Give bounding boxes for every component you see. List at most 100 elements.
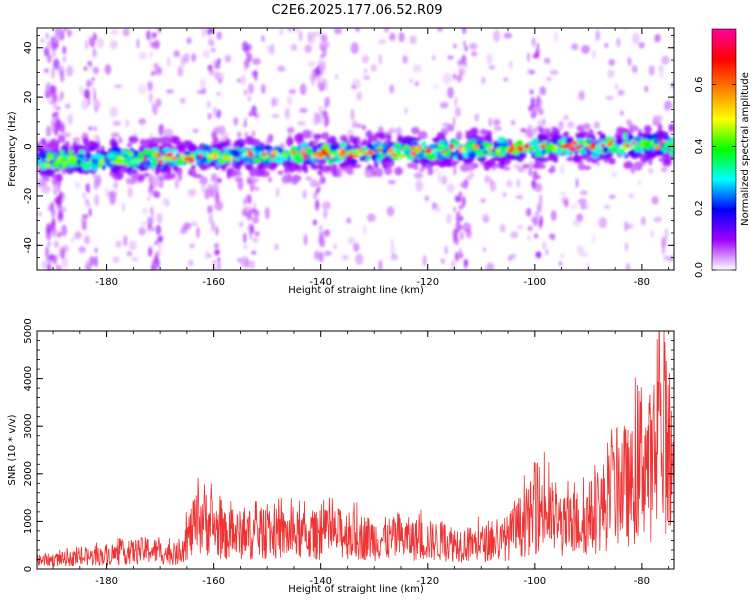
- spectrogram-cell: [304, 44, 313, 54]
- spectrogram-cell: [215, 189, 219, 200]
- spectrogram-cell: [238, 221, 244, 228]
- spectrogram-cell: [452, 228, 459, 241]
- spectrogram-cell: [468, 172, 475, 177]
- spectrogram-cell: [223, 152, 232, 156]
- spectrogram-cell: [39, 170, 48, 175]
- spectrogram-cell: [469, 127, 479, 135]
- spectrogram-cell: [570, 204, 579, 209]
- spectrogram-cell: [627, 56, 632, 66]
- spectrogram-cell: [246, 52, 253, 63]
- spectrogram-hotspot: [376, 148, 383, 151]
- spectrogram-cell: [432, 84, 439, 89]
- spectrogram-cell: [173, 50, 180, 58]
- spectrogram-cell: [436, 132, 446, 140]
- spectrogram-cell: [276, 157, 284, 164]
- spectrogram-cell: [493, 126, 502, 131]
- spectrogram-hotspot: [153, 152, 160, 157]
- spectrogram-cell: [121, 202, 126, 212]
- spectrogram-cell: [281, 175, 290, 184]
- colorbar: 0.0 0.2 0.4 0.6 Normalized spectral amplitu…: [694, 28, 750, 278]
- spectrogram-cell: [350, 42, 359, 54]
- spectrogram-cell: [265, 209, 270, 220]
- spectrogram-cell: [483, 160, 491, 171]
- spectrogram-cell: [89, 62, 92, 69]
- spectrogram-cell: [477, 150, 483, 158]
- spectrogram-hotspot: [625, 143, 630, 148]
- spectrogram-cell: [87, 81, 94, 86]
- spectrogram-cell: [149, 51, 153, 59]
- spectrogram-cell: [571, 43, 579, 51]
- spectrogram-hotspot: [198, 154, 203, 158]
- spectrogram-cell: [477, 140, 485, 144]
- spectrogram-cell: [459, 225, 463, 231]
- spectrogram-cell: [64, 103, 71, 109]
- spectrogram-cell: [258, 163, 265, 169]
- spectrogram-cell: [271, 157, 278, 162]
- spectrogram-cell: [497, 154, 506, 164]
- spectrogram-cell: [667, 255, 674, 262]
- spectrogram-cell: [415, 174, 423, 180]
- y-tick-label: -40: [23, 237, 34, 253]
- spectrogram-cell: [279, 28, 284, 36]
- spectrogram-cell: [417, 130, 428, 140]
- spectrogram-cell: [661, 148, 668, 152]
- spectrogram-cell: [483, 150, 488, 155]
- spectrogram-cell: [289, 45, 293, 51]
- spectrogram-cell: [156, 66, 163, 72]
- spectrogram-cell: [85, 183, 89, 190]
- spectrogram-cell: [317, 115, 324, 125]
- spectrogram-cell: [163, 173, 174, 180]
- spectrogram-cell: [390, 253, 398, 261]
- spectrogram-cell: [53, 185, 58, 196]
- spectrogram-cell: [63, 132, 71, 138]
- spectrogram-cell: [71, 236, 75, 244]
- spectrogram-cell: [88, 208, 92, 217]
- spectrogram-cell: [212, 106, 218, 118]
- spectrogram-cell: [104, 65, 112, 75]
- spectrogram-cell: [305, 176, 313, 181]
- spectrogram-cell: [534, 148, 543, 153]
- spectrogram-cell: [626, 119, 632, 126]
- spectrogram-cell: [640, 216, 646, 226]
- spectrogram-cell: [389, 84, 395, 94]
- spectrogram-cell: [88, 35, 93, 43]
- spectrogram-cell: [46, 142, 55, 151]
- x-tick-label: -100: [523, 576, 546, 587]
- spectrogram-cell: [367, 213, 376, 222]
- spectrogram-cell: [93, 99, 101, 110]
- spectrogram-cell: [54, 32, 61, 43]
- x-tick-label: -100: [523, 277, 546, 288]
- spectrogram-cell: [208, 40, 215, 47]
- spectrogram-cell: [579, 190, 588, 196]
- y-tick-label: 0: [23, 143, 34, 149]
- spectrogram-cell: [105, 186, 108, 198]
- spectrogram-cell: [628, 134, 633, 141]
- spectrogram-cell: [350, 108, 355, 121]
- spectrogram-cell: [653, 139, 660, 145]
- spectrogram-cell: [545, 248, 549, 256]
- spectrogram-cell: [670, 137, 674, 142]
- spectrogram-cell: [617, 151, 627, 156]
- spectrogram-cell: [480, 128, 488, 135]
- spectrogram-cell: [316, 187, 320, 195]
- spectrogram-cell: [40, 38, 45, 44]
- spectrogram-cell: [510, 253, 517, 259]
- spectrogram-cell: [248, 111, 253, 117]
- spectrogram-cell: [529, 160, 533, 172]
- spectrogram-cell: [109, 106, 119, 118]
- spectrogram-cell: [351, 120, 359, 129]
- spectrogram-cell: [469, 43, 478, 50]
- spectrogram-cell: [548, 168, 555, 174]
- spectrogram-cell: [480, 76, 486, 85]
- spectrogram-cell: [383, 28, 389, 33]
- spectrogram-y-axis-label: Frequency (Hz): [7, 111, 18, 187]
- spectrogram-cell: [527, 234, 531, 242]
- spectrogram-hotspot: [274, 151, 279, 156]
- spectrogram-cell: [318, 171, 323, 176]
- spectrogram-cell: [567, 121, 575, 129]
- spectrogram-cell: [137, 154, 144, 161]
- spectrogram-cell: [390, 238, 394, 248]
- spectrogram-cell: [458, 247, 462, 260]
- spectrogram-cell: [298, 30, 303, 42]
- spectrogram-cell: [543, 57, 551, 65]
